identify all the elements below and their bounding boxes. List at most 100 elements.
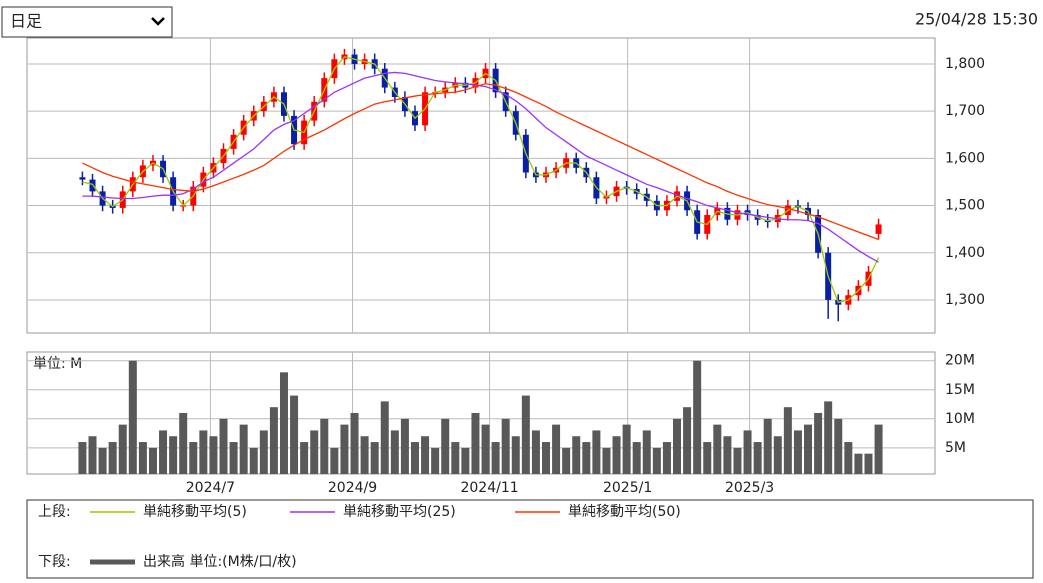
volume-bar (824, 401, 833, 474)
volume-bar (834, 418, 843, 474)
volume-bar (239, 424, 248, 474)
volume-bar (521, 395, 530, 474)
volume-tick-label: 5M (945, 440, 966, 456)
volume-bar (320, 418, 329, 474)
volume-bar (753, 442, 762, 474)
legend-text: 単純移動平均(5) (143, 504, 247, 520)
volume-bar (431, 447, 440, 474)
price-tick-label: 1,800 (945, 56, 985, 72)
volume-bar (864, 453, 873, 474)
volume-bar (98, 447, 107, 474)
price-tick-label: 1,500 (945, 198, 985, 214)
candle-body (89, 179, 96, 192)
volume-bar (400, 418, 409, 474)
price-tick-label: 1,700 (945, 103, 985, 119)
x-tick-label: 2024/7 (186, 480, 235, 496)
volume-bar (148, 447, 157, 474)
volume-bar (743, 430, 752, 474)
volume-bar (421, 436, 430, 474)
volume-bar (360, 436, 369, 474)
volume-bar (451, 442, 460, 474)
moving-average-line (82, 71, 879, 263)
volume-bar (380, 401, 389, 474)
volume-bar (481, 424, 490, 474)
volume-bar (874, 424, 883, 474)
volume-bar (259, 430, 268, 474)
volume-bar (592, 430, 601, 474)
timestamp: 25/04/28 15:30 (915, 10, 1038, 29)
period-select[interactable] (1, 6, 173, 38)
volume-bar (279, 372, 288, 474)
volume-bar (662, 442, 671, 474)
volume-bar (138, 442, 147, 474)
candle-body (875, 224, 882, 234)
x-tick-label: 2024/9 (328, 480, 377, 496)
volume-bar (713, 424, 722, 474)
volume-bar (854, 453, 863, 474)
volume-bar (804, 424, 813, 474)
volume-panel (26, 351, 936, 475)
x-tick-label: 2025/3 (725, 480, 774, 496)
legend-text: 単純移動平均(25) (343, 504, 456, 520)
volume-bar (783, 407, 792, 474)
legend-box (26, 499, 1034, 579)
volume-bar (471, 413, 480, 474)
volume-bar (642, 430, 651, 474)
volume-tick-label: 20M (945, 353, 975, 369)
volume-bar (531, 430, 540, 474)
volume-bar (572, 436, 581, 474)
x-tick-label: 2025/1 (603, 480, 652, 496)
volume-bar (582, 442, 591, 474)
volume-bar (733, 447, 742, 474)
volume-bar (673, 418, 682, 474)
volume-bar (441, 418, 450, 474)
volume-bar (310, 430, 319, 474)
volume-bar (501, 418, 510, 474)
candle-body (79, 177, 86, 180)
volume-bar (179, 413, 188, 474)
volume-bar (169, 436, 178, 474)
volume-bar (632, 442, 641, 474)
volume-bar (118, 424, 127, 474)
volume-bar (612, 436, 621, 474)
volume-bar (461, 447, 470, 474)
volume-bar (683, 407, 692, 474)
volume-tick-label: 10M (945, 411, 975, 427)
volume-bar (622, 424, 631, 474)
volume-bar (814, 413, 823, 474)
x-tick-label: 2024/11 (460, 480, 518, 496)
period-select-text[interactable]: 日足 (10, 12, 42, 31)
select-arrow[interactable] (151, 17, 165, 26)
volume-bar (723, 436, 732, 474)
legend-upper-label: 上段: (38, 504, 71, 520)
volume-bar (552, 424, 561, 474)
volume-bar (793, 430, 802, 474)
volume-bar (78, 442, 87, 474)
volume-bar (300, 442, 309, 474)
volume-tick-label: 15M (945, 382, 975, 398)
volume-bar (763, 418, 772, 474)
volume-bar (602, 447, 611, 474)
volume-bar (209, 436, 218, 474)
volume-bar (199, 430, 208, 474)
volume-bar (390, 430, 399, 474)
volume-bar (350, 413, 359, 474)
volume-bar (330, 447, 339, 474)
volume-bar (189, 442, 198, 474)
legend-lower-label: 下段: (38, 554, 71, 570)
volume-bar (108, 442, 117, 474)
volume-bar (229, 442, 238, 474)
volume-bar (410, 442, 419, 474)
volume-unit: 単位: M (33, 356, 82, 372)
volume-bar (693, 360, 702, 474)
volume-bar (88, 436, 97, 474)
volume-bar (491, 442, 500, 474)
legend-volume-text: 出来高 単位:(M株/口/枚) (143, 553, 297, 570)
volume-bar (562, 447, 571, 474)
volume-bar (219, 418, 228, 474)
volume-bar (844, 442, 853, 474)
volume-bar (773, 436, 782, 474)
volume-bar (249, 447, 258, 474)
volume-bar (340, 424, 349, 474)
